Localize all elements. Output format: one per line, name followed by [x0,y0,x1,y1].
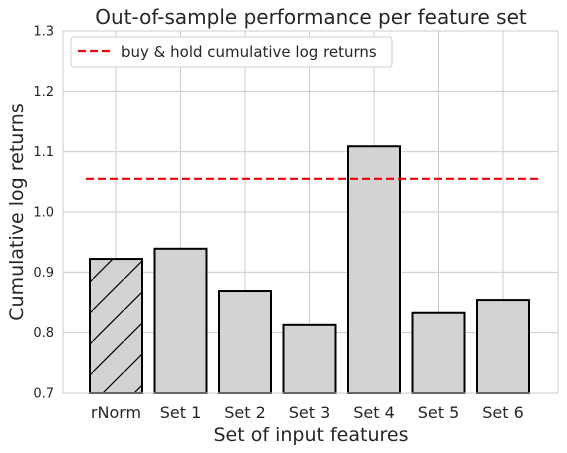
legend-box [70,36,393,68]
y-tick-label: 1.0 [33,206,54,221]
y-axis-label: Cumulative log returns [6,103,28,320]
x-tick-label: Set 6 [482,403,524,422]
plot-frame [62,30,559,394]
legend-label: buy & hold cumulative log returns [121,43,377,61]
x-tick-label: Set 4 [353,403,395,422]
bars [89,145,530,394]
y-tick-label: 1.3 [33,25,54,40]
bar [154,248,207,393]
x-tick-label: Set 1 [160,403,202,422]
bar [477,300,529,393]
x-tick-label: Set 5 [418,403,460,422]
x-tick-label: Set 2 [224,403,266,422]
y-tick-labels: 0.7 0.8 0.9 1.0 1.1 1.2 1.3 [33,25,54,402]
x-axis-label: Set of input features [213,424,408,446]
y-tick-label: 0.9 [33,266,54,281]
bar-hatch [90,259,142,393]
x-tick-labels: rNorm Set 1 Set 2 Set 3 Set 4 Set 5 Set 6 [91,403,524,422]
bar [348,146,400,393]
y-tick-label: 1.2 [33,85,54,100]
x-tick-label: rNorm [91,403,141,422]
legend: buy & hold cumulative log returns [70,36,393,68]
y-tick-label: 1.1 [33,145,54,160]
bar [219,291,271,393]
x-tick-label: Set 3 [289,403,331,422]
y-tick-label: 0.8 [33,326,54,341]
y-tick-label: 0.7 [33,387,54,402]
bar [412,312,465,393]
bar [283,324,336,393]
chart-title: Out-of-sample performance per feature se… [95,5,527,29]
